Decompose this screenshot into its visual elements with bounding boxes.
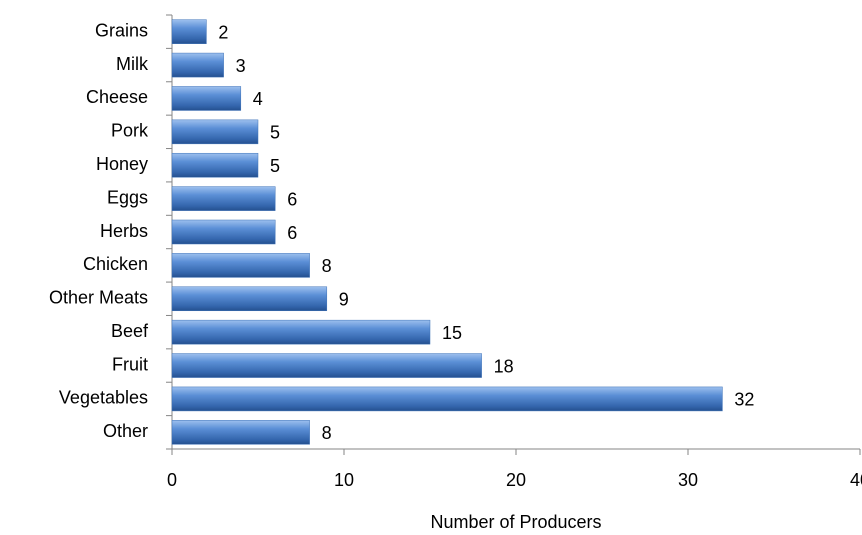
x-tick-label: 10 xyxy=(334,470,354,490)
bar xyxy=(171,86,242,111)
x-tick-label: 30 xyxy=(678,470,698,490)
data-label: 2 xyxy=(218,22,228,42)
bar xyxy=(171,386,723,412)
bar xyxy=(171,152,259,178)
y-tick-label: Cheese xyxy=(86,87,148,107)
y-tick-label: Herbs xyxy=(100,221,148,241)
data-label: 4 xyxy=(253,89,263,109)
data-label: 5 xyxy=(270,156,280,176)
y-tick-label: Vegetables xyxy=(59,388,148,408)
data-label: 15 xyxy=(442,323,462,343)
data-label: 5 xyxy=(270,123,280,143)
bar xyxy=(171,52,224,78)
data-label: 18 xyxy=(494,356,514,376)
y-tick-label: Other xyxy=(103,421,148,441)
bar xyxy=(171,286,328,312)
bar xyxy=(171,353,482,378)
y-tick-label: Eggs xyxy=(107,187,148,207)
y-tick-label: Beef xyxy=(111,321,149,341)
bar xyxy=(171,186,276,211)
bar xyxy=(171,19,207,44)
data-label: 6 xyxy=(287,189,297,209)
data-label: 6 xyxy=(287,223,297,243)
bar xyxy=(171,420,310,445)
y-tick-label: Chicken xyxy=(83,254,148,274)
x-tick-label: 20 xyxy=(506,470,526,490)
data-label: 3 xyxy=(236,56,246,76)
x-tick-label: 40 xyxy=(850,470,862,490)
data-label: 8 xyxy=(322,256,332,276)
y-tick-label: Honey xyxy=(96,154,148,174)
x-axis-title: Number of Producers xyxy=(430,512,601,532)
data-label: 32 xyxy=(734,390,754,410)
y-tick-label: Milk xyxy=(116,54,149,74)
data-label: 9 xyxy=(339,290,349,310)
y-tick-label: Grains xyxy=(95,20,148,40)
x-tick-label: 0 xyxy=(167,470,177,490)
y-tick-label: Pork xyxy=(111,121,149,141)
y-tick-label: Other Meats xyxy=(49,288,148,308)
data-label: 8 xyxy=(322,423,332,443)
bar xyxy=(171,219,276,245)
bar xyxy=(171,319,431,345)
bar xyxy=(171,119,259,145)
y-tick-label: Fruit xyxy=(112,354,148,374)
bar xyxy=(171,253,310,278)
